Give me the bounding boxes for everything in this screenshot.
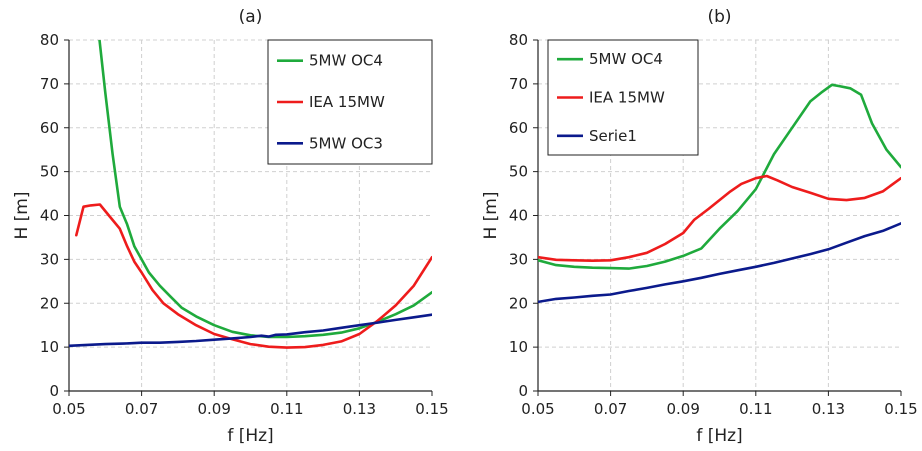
y-tick-label: 10 xyxy=(40,338,59,356)
legend-label: 5MW OC4 xyxy=(589,50,663,68)
legend-label: Serie1 xyxy=(589,127,637,145)
panel-title: (a) xyxy=(239,7,263,27)
series-line-iea-15mw xyxy=(75,203,432,349)
y-axis-title: H [m] xyxy=(481,191,501,239)
x-tick-label: 0.05 xyxy=(521,400,554,418)
y-tick-label: 60 xyxy=(509,119,528,137)
y-tick-label: 10 xyxy=(509,338,528,356)
legend: 5MW OC4 IEA 15MW Serie1 xyxy=(547,39,699,156)
series-line-5mw-oc4 xyxy=(538,83,901,270)
y-tick-label: 80 xyxy=(509,31,528,49)
y-tick-label: 0 xyxy=(518,382,528,400)
y-tick-label: 20 xyxy=(40,294,59,312)
x-tick-label: 0.15 xyxy=(415,400,448,418)
legend-label: IEA 15MW xyxy=(309,93,385,111)
x-tick-label: 0.15 xyxy=(884,400,917,418)
y-tick-label: 30 xyxy=(509,250,528,268)
series-group xyxy=(538,83,901,304)
x-axis-title: f [Hz] xyxy=(227,426,273,446)
x-tick-label: 0.11 xyxy=(739,400,772,418)
y-tick-label: 60 xyxy=(40,119,59,137)
x-tick-label: 0.13 xyxy=(812,400,845,418)
y-tick-label: 40 xyxy=(509,207,528,225)
legend: 5MW OC4 IEA 15MW 5MW OC3 xyxy=(267,39,433,165)
x-tick-label: 0.07 xyxy=(594,400,627,418)
legend-label: IEA 15MW xyxy=(589,89,665,107)
legend-label: 5MW OC3 xyxy=(309,134,383,152)
x-tick-label: 0.09 xyxy=(197,400,230,418)
x-tick-label: 0.11 xyxy=(270,400,303,418)
x-axis-title: f [Hz] xyxy=(696,426,742,446)
x-tick-label: 0.13 xyxy=(343,400,376,418)
panel-title: (b) xyxy=(707,7,731,27)
y-tick-label: 80 xyxy=(40,31,59,49)
x-tick-label: 0.05 xyxy=(52,400,85,418)
y-tick-label: 30 xyxy=(40,250,59,268)
series-line-5mw-oc4 xyxy=(98,40,432,339)
y-tick-label: 40 xyxy=(40,207,59,225)
x-tick-label: 0.09 xyxy=(666,400,699,418)
y-tick-label: 0 xyxy=(49,382,59,400)
series-line-iea-15mw xyxy=(538,174,901,263)
y-tick-label: 70 xyxy=(509,75,528,93)
series-group xyxy=(69,40,432,349)
legend-label: 5MW OC4 xyxy=(309,52,383,70)
chart-panel-a: 0.05 0.07 0.09 0.11 0.13 0.15 0 10 20 30 40 50 60 70 8… xyxy=(12,7,449,446)
chart-panel-b: 0.05 0.07 0.09 0.11 0.13 0.15 0 10 20 30 40 50 60 70 8… xyxy=(481,7,918,446)
y-axis-title: H [m] xyxy=(12,191,32,239)
series-line-serie1 xyxy=(538,222,901,304)
series-line-5mw-oc3 xyxy=(69,313,432,348)
y-tick-label: 50 xyxy=(509,163,528,181)
y-tick-label: 50 xyxy=(40,163,59,181)
y-tick-label: 20 xyxy=(509,294,528,312)
y-tick-label: 70 xyxy=(40,75,59,93)
x-tick-label: 0.07 xyxy=(125,400,158,418)
